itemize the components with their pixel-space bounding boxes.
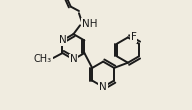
Text: N: N (70, 54, 77, 64)
Text: N: N (99, 82, 107, 92)
Text: F: F (131, 32, 137, 42)
Text: NH: NH (82, 19, 98, 29)
Text: CH₃: CH₃ (34, 54, 52, 64)
Text: N: N (59, 35, 66, 45)
